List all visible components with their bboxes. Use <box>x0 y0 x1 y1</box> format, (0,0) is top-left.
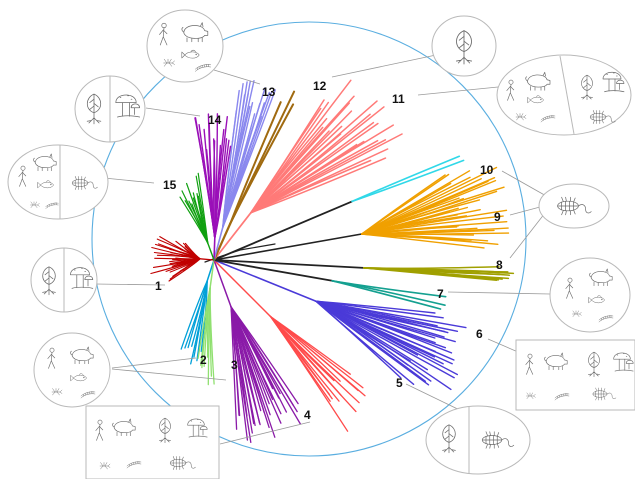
clade-6-branch <box>315 300 430 386</box>
clade-label-10: 10 <box>480 163 494 177</box>
clade-4-branch <box>230 306 238 430</box>
clade-1-branch <box>184 242 201 260</box>
clade-label-12: 12 <box>313 79 327 93</box>
phylogenetic-tree <box>150 79 515 444</box>
clade-labels: 13 12 11 14 15 10 9 8 1 7 6 2 5 3 4 <box>155 79 503 422</box>
clade-5-branch <box>269 315 342 396</box>
clade-11-branch <box>250 157 387 214</box>
clade-9-branch <box>361 199 481 235</box>
clade-label-3: 3 <box>231 358 238 372</box>
leader-line-9 <box>509 206 541 216</box>
clade-6-branch <box>315 300 402 379</box>
clade-13-branch <box>222 89 276 228</box>
leader-line-14 <box>145 107 201 117</box>
clade-15-branch <box>197 172 209 244</box>
clade-10-branch <box>351 159 465 203</box>
box-clade-6 <box>515 339 635 411</box>
leader-line-11 <box>417 86 499 96</box>
clade-9-branch <box>361 176 471 235</box>
clade-6-branch <box>315 300 458 376</box>
box-clade-4 <box>85 405 220 479</box>
clade-12-branch <box>229 103 295 225</box>
clade-9-branch <box>361 233 485 249</box>
leader-line-1 <box>95 283 166 286</box>
clade-label-6: 6 <box>476 327 483 341</box>
clade-4-stem <box>213 259 232 308</box>
clade-2-branch <box>180 280 208 350</box>
leader-line-13 <box>213 69 261 85</box>
clade-8-branch <box>363 267 498 281</box>
clade-13-stem <box>213 226 224 261</box>
clade-10-stem <box>213 200 353 261</box>
clade-11-branch <box>250 100 378 214</box>
clade-1-stem <box>199 258 215 261</box>
leader-line-15 <box>103 177 155 184</box>
clade-label-9: 9 <box>494 210 501 224</box>
bubble-clade-13 <box>146 9 224 83</box>
clade-label-4: 4 <box>304 408 311 422</box>
bubble-clade-8-9-10 <box>538 183 610 229</box>
clade-5-stem <box>213 259 272 318</box>
clade-label-15: 15 <box>163 178 177 192</box>
bubble-clade-1 <box>30 247 98 313</box>
clade-label-1: 1 <box>155 279 162 293</box>
clade-label-14: 14 <box>208 113 222 127</box>
clade-label-11: 11 <box>392 92 405 106</box>
leader-lines <box>95 54 553 445</box>
bubble-clade-12 <box>431 15 497 77</box>
clade-label-5: 5 <box>396 376 403 390</box>
clade-label-7: 7 <box>437 287 444 301</box>
clade-11-stem <box>213 211 252 261</box>
leader-line-10 <box>501 170 549 198</box>
leader-line-7 <box>447 291 551 295</box>
clade-5-branch <box>269 315 341 382</box>
leader-line-4 <box>219 421 311 445</box>
tree-boundary-circle <box>91 21 527 457</box>
clade-12-stem <box>212 222 232 262</box>
clade-11-branch <box>250 102 350 214</box>
clade-15-stem <box>207 242 215 261</box>
clade-label-2: 2 <box>200 353 207 367</box>
clade-label-13: 13 <box>262 85 276 99</box>
clade-6-stem <box>213 259 317 302</box>
clade-5-branch <box>269 315 349 432</box>
clade-label-8: 8 <box>496 258 503 272</box>
clade-9-branch <box>361 221 508 235</box>
bubble-clade-11 <box>496 54 632 136</box>
leader-line-2 <box>111 357 197 369</box>
clade-7-branch <box>331 280 447 298</box>
clade-8-stem <box>213 259 365 269</box>
clade-7-branch <box>331 280 442 310</box>
clade-9-stem <box>213 233 363 261</box>
clade-14-branch <box>214 116 228 239</box>
leader-line-6 <box>487 338 519 353</box>
bubble-clade-15 <box>7 144 109 220</box>
clade-3-branch <box>197 287 211 359</box>
clade-3-stem <box>209 259 215 289</box>
bubble-clade-7 <box>549 257 631 333</box>
clade-14-stem <box>213 237 216 261</box>
bubble-clade-14 <box>74 75 146 143</box>
leader-line-12 <box>331 54 437 78</box>
bubble-clade-5 <box>425 405 531 475</box>
clade-7-stem <box>213 259 334 282</box>
bubble-clade-2-3 <box>33 332 111 408</box>
clade-14-branch <box>214 145 232 239</box>
leader-line-3 <box>111 368 227 381</box>
clade-11-branch <box>250 159 372 214</box>
